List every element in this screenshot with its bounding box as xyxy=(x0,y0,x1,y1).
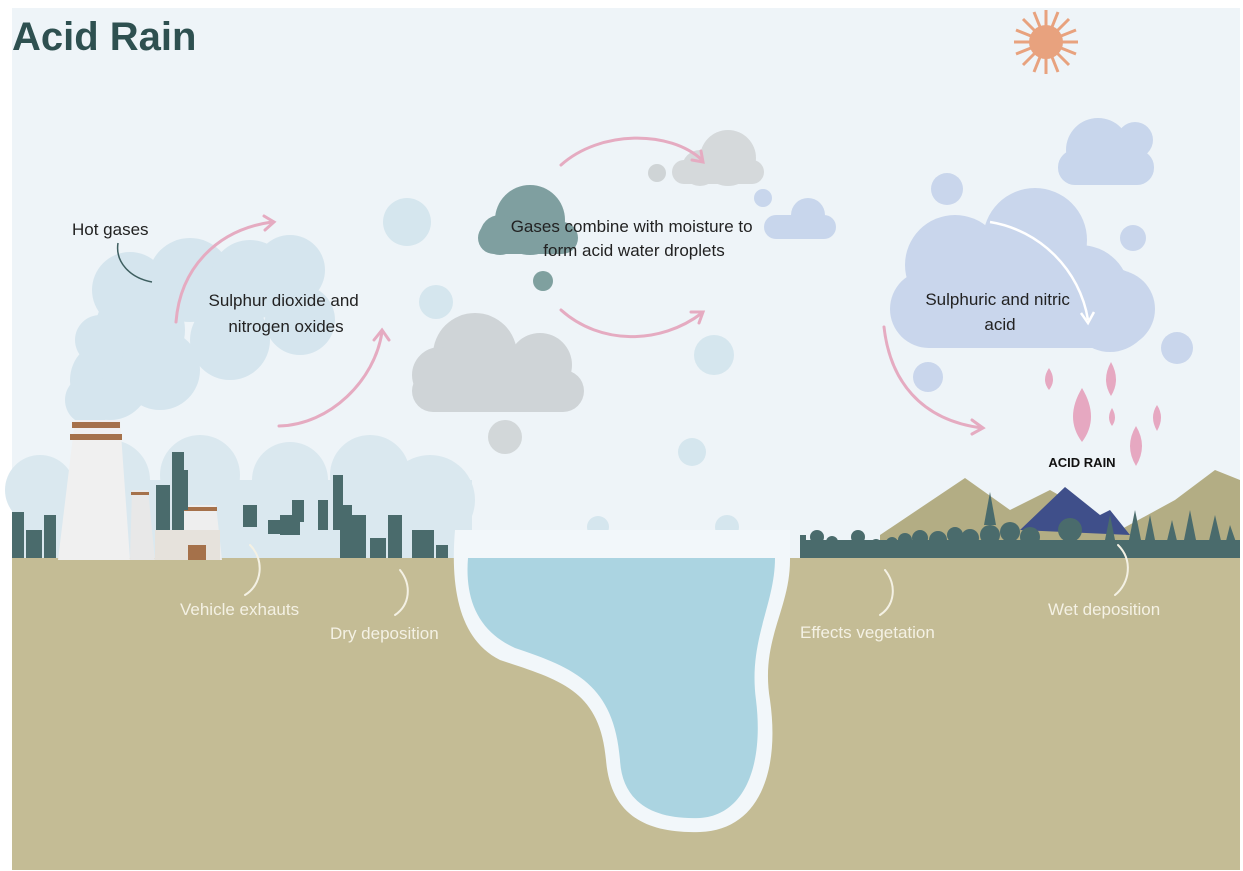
droplet xyxy=(648,164,666,182)
label-line: Vehicle exhauts xyxy=(180,600,299,619)
trees xyxy=(800,492,1240,558)
buildings xyxy=(12,452,448,558)
small-cloud xyxy=(754,189,836,239)
arrow xyxy=(989,220,1090,321)
label-line: form acid water droplets xyxy=(543,241,724,260)
label: Vehicle exhauts xyxy=(180,600,299,619)
smoke-cloud xyxy=(65,235,335,425)
label-line: Dry deposition xyxy=(330,624,439,643)
arrows xyxy=(174,136,986,436)
label-line: Sulphuric and nitric xyxy=(925,290,1070,309)
label-line: acid xyxy=(984,315,1015,334)
label: Hot gases xyxy=(72,220,149,239)
label: Gases combine with moisture to form acid… xyxy=(511,217,758,260)
label-line: Hot gases xyxy=(72,220,149,239)
label: ACID RAIN xyxy=(1048,455,1115,470)
label-line: Wet deposition xyxy=(1048,600,1160,619)
droplet xyxy=(488,420,522,454)
label-line: Gases combine with moisture to xyxy=(511,217,753,236)
title: Acid Rain xyxy=(12,15,196,59)
label-line: Sulphur dioxide and xyxy=(208,291,358,310)
raindrops xyxy=(1045,362,1161,466)
label: Sulphur dioxide and nitrogen oxides xyxy=(208,291,363,336)
factory xyxy=(58,420,222,560)
small-cloud xyxy=(1058,118,1154,185)
droplet xyxy=(533,271,553,291)
sun xyxy=(1014,10,1078,74)
label: Dry deposition xyxy=(330,624,439,643)
label: Wet deposition xyxy=(1048,600,1160,619)
label-line: ACID RAIN xyxy=(1048,455,1115,470)
arrow xyxy=(1079,311,1096,326)
label-line: nitrogen oxides xyxy=(228,317,343,336)
pointer xyxy=(116,242,153,283)
pointers xyxy=(244,544,1129,616)
label-line: Effects vegetation xyxy=(800,623,935,642)
dark-cloud xyxy=(478,185,578,255)
grey-cloud xyxy=(412,313,584,412)
label: Sulphuric and nitric acid xyxy=(925,290,1074,334)
lake xyxy=(467,558,775,819)
label: Effects vegetation xyxy=(800,623,935,642)
